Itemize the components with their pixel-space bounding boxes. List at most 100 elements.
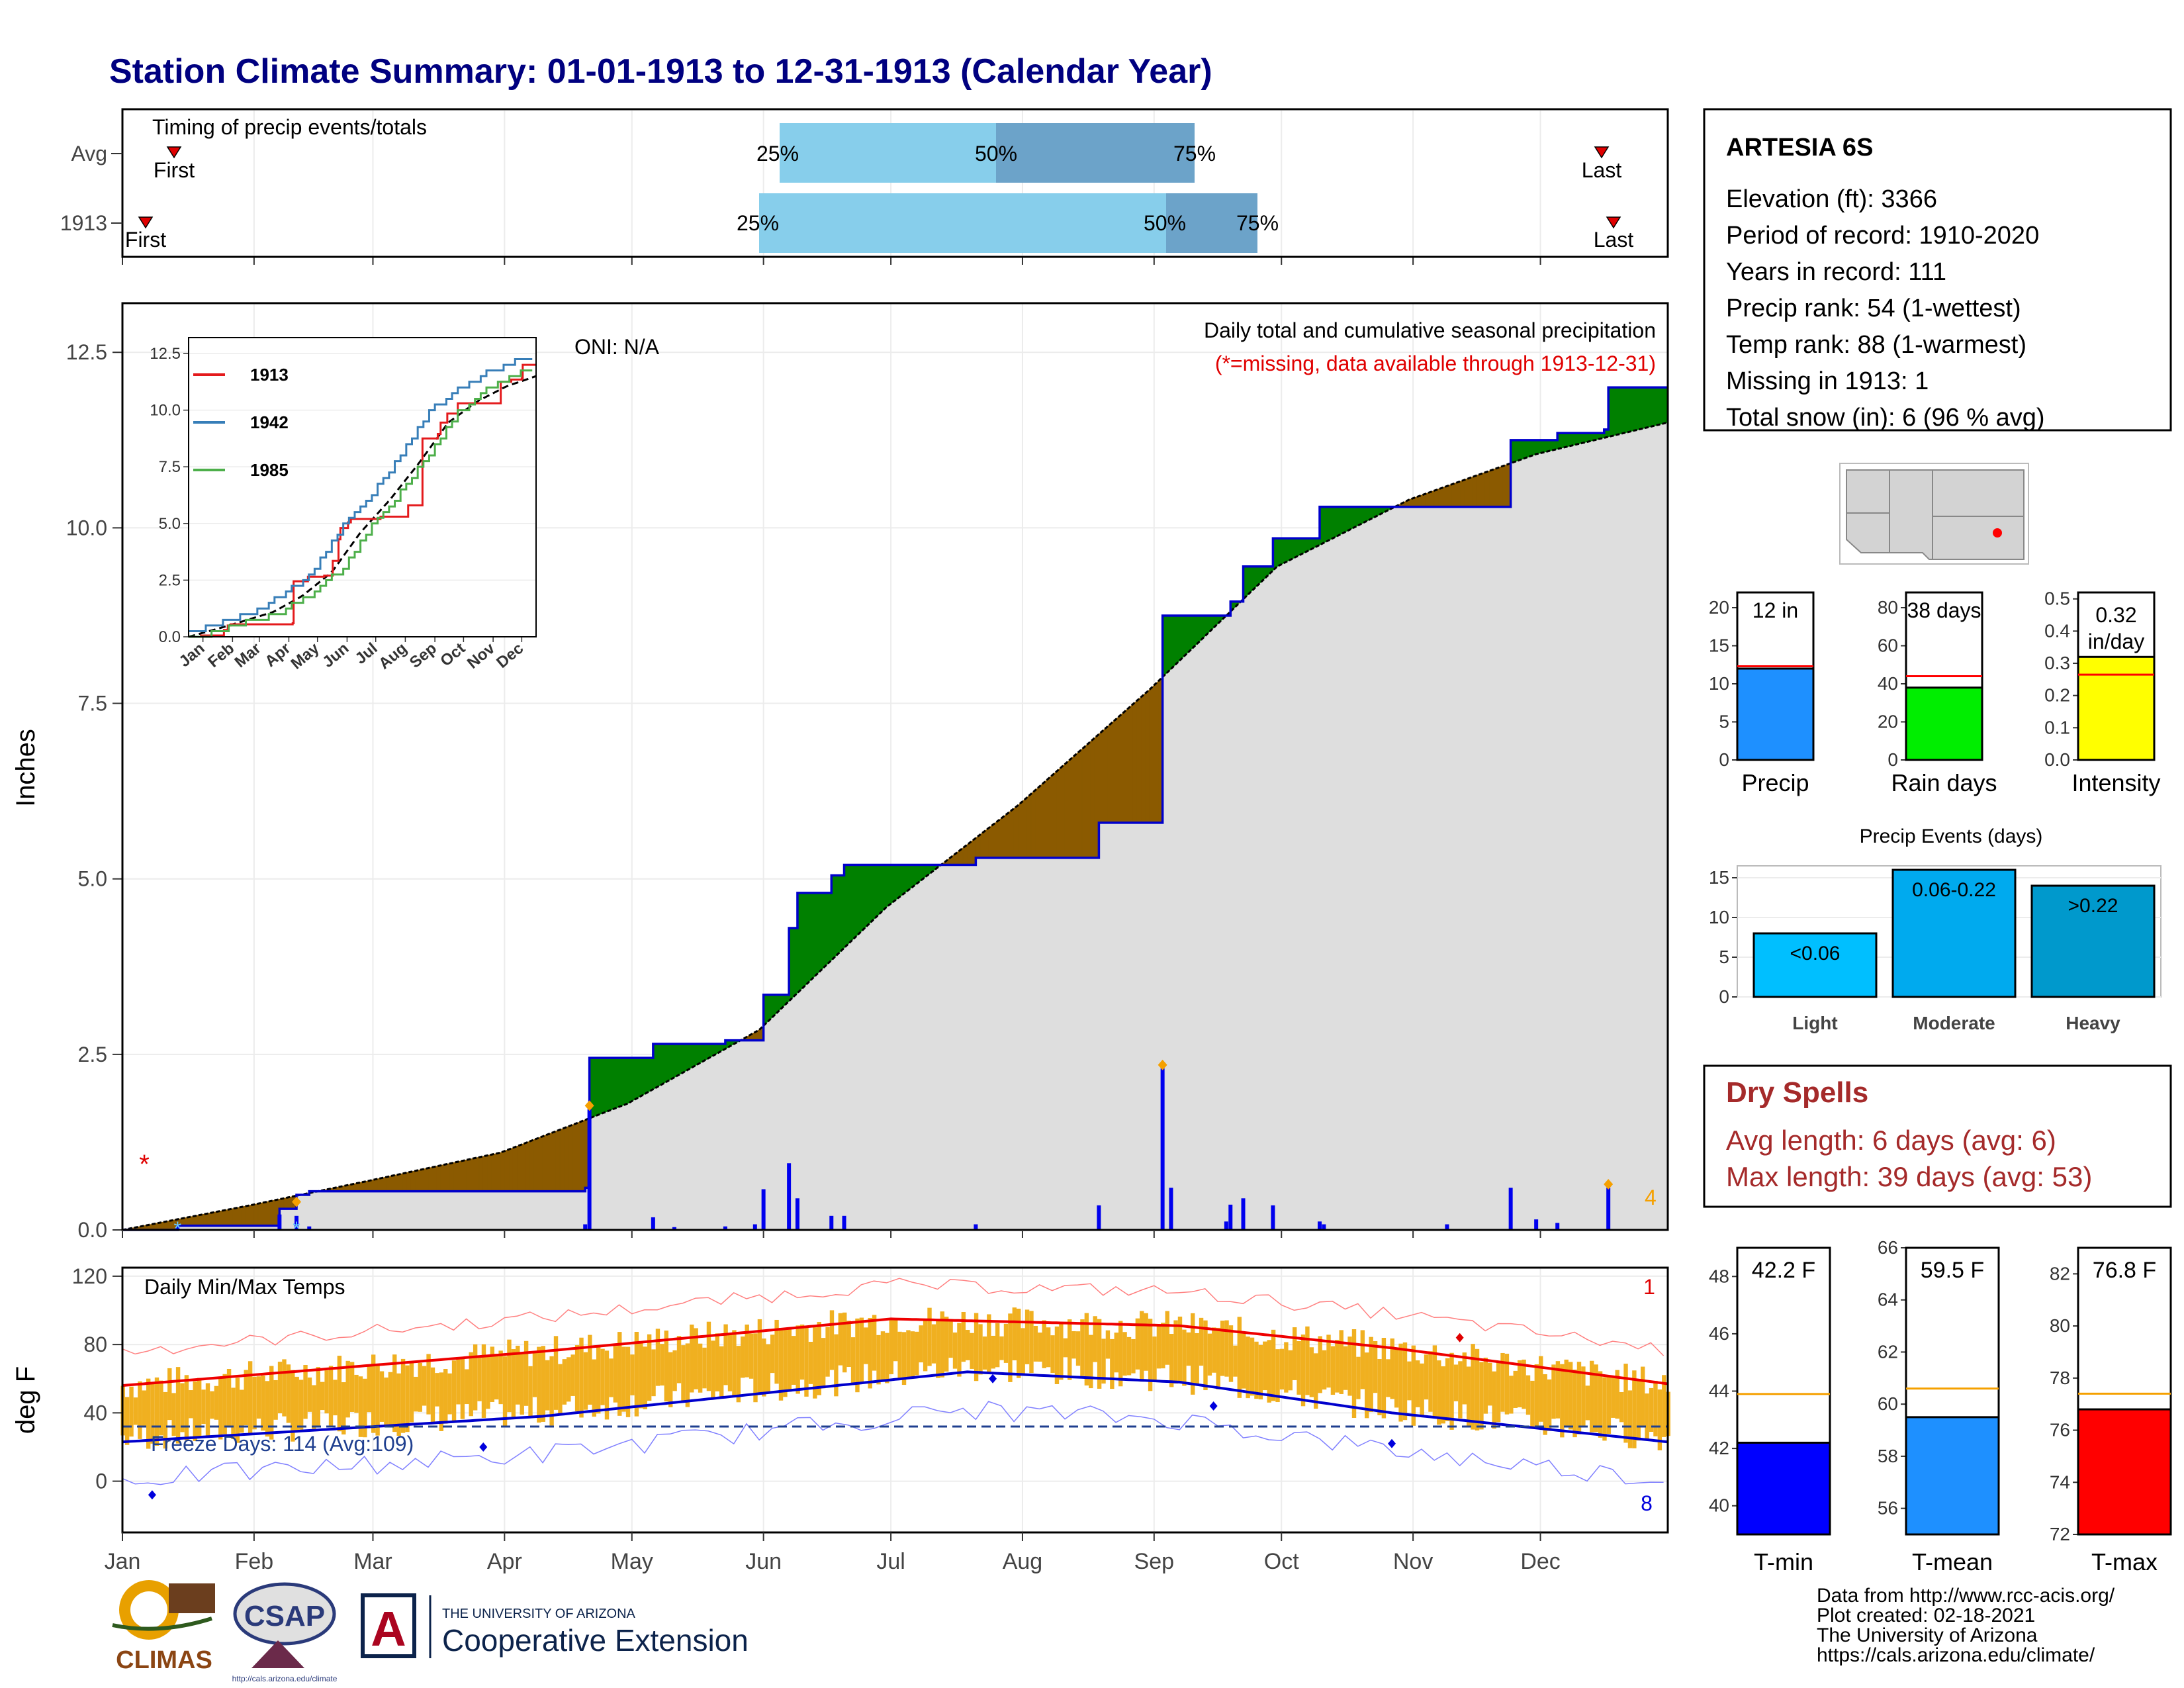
departure-area-segment xyxy=(517,1144,522,1192)
daily-temp-bar xyxy=(850,1337,856,1385)
daily-temp-bar xyxy=(537,1346,541,1423)
daily-temp-bar xyxy=(214,1385,219,1420)
daily-temp-bar xyxy=(295,1376,299,1431)
daily-temp-bar xyxy=(1500,1352,1505,1412)
daily-temp-bar xyxy=(842,1312,847,1373)
daily-temp-bar xyxy=(303,1365,308,1419)
daily-temp-bar xyxy=(770,1335,775,1374)
departure-area-segment xyxy=(1430,490,1435,507)
location-map xyxy=(1839,463,2029,565)
temp-summary-ytick-label: 44 xyxy=(1709,1381,1729,1401)
departure-area-segment xyxy=(1480,472,1486,507)
precip-ytick-label: 10.0 xyxy=(66,516,107,539)
departure-area-segment xyxy=(228,1208,234,1227)
departure-area-segment xyxy=(428,1166,433,1192)
precip-ytick-label: 5.0 xyxy=(78,867,107,891)
daily-temp-bar xyxy=(567,1357,571,1402)
departure-area-segment xyxy=(453,1161,459,1192)
daily-temp-bar xyxy=(1199,1317,1204,1366)
daily-temp-bar xyxy=(1441,1366,1445,1424)
departure-area-segment xyxy=(670,1043,675,1080)
dry-spells-box: Dry Spells Avg length: 6 days (avg: 6) M… xyxy=(1703,1064,2172,1208)
departure-area-segment xyxy=(1009,808,1015,859)
departure-area-segment xyxy=(377,1178,382,1192)
daily-temp-bar xyxy=(252,1376,257,1430)
daily-temp-bar xyxy=(1114,1333,1118,1373)
daily-temp-bar xyxy=(936,1321,940,1378)
daily-temp-bar xyxy=(651,1349,656,1397)
daily-temp-bar xyxy=(694,1328,698,1389)
daily-precip-bar xyxy=(651,1217,655,1230)
inset-ytick-label: 5.0 xyxy=(159,515,181,533)
departure-area-segment xyxy=(402,1172,408,1192)
daily-temp-bar xyxy=(664,1331,668,1402)
daily-temp-bar xyxy=(1177,1316,1183,1383)
departure-area-segment xyxy=(1289,538,1295,561)
daily-temp-bar xyxy=(231,1387,236,1439)
daily-temp-bar xyxy=(405,1365,410,1432)
daily-temp-bar xyxy=(792,1336,796,1385)
departure-area-segment xyxy=(1179,615,1185,661)
departure-area-segment xyxy=(440,1164,445,1192)
daily-temp-bar xyxy=(388,1372,393,1428)
departure-area-segment xyxy=(1328,506,1333,541)
daily-temp-bar xyxy=(808,1341,813,1384)
daily-temp-bar xyxy=(609,1358,614,1397)
ua-big-text: Cooperative Extension xyxy=(442,1623,749,1658)
departure-area-segment xyxy=(823,892,828,969)
departure-area-segment xyxy=(1455,481,1461,507)
daily-temp-bar xyxy=(1513,1370,1518,1408)
inset-1942-line xyxy=(189,358,533,632)
daily-temp-bar xyxy=(1224,1320,1229,1377)
daily-temp-bar xyxy=(545,1360,550,1411)
month-label: Dec xyxy=(1520,1549,1560,1574)
departure-area-segment xyxy=(1433,489,1439,507)
daily-precip-bar xyxy=(974,1224,978,1230)
daily-temp-bar xyxy=(1437,1360,1441,1425)
daily-temp-bar xyxy=(1012,1307,1017,1360)
summary-bar-2 xyxy=(2077,655,2156,761)
daily-temp-bar xyxy=(184,1375,189,1440)
daily-temp-bar xyxy=(1483,1357,1488,1414)
average-cumulative-line xyxy=(122,421,1668,1231)
departure-area-segment xyxy=(512,1145,518,1192)
daily-temp-bar xyxy=(354,1374,359,1413)
event-bar-moderate xyxy=(1891,868,2017,998)
event-bar-light xyxy=(1752,932,1878,998)
daily-temp-bar xyxy=(218,1378,223,1440)
departure-area-segment xyxy=(1043,778,1048,859)
daily-temp-bar xyxy=(1267,1340,1271,1403)
daily-temp-bar xyxy=(834,1334,839,1397)
daily-temp-bar xyxy=(583,1352,588,1410)
daily-temp-bar xyxy=(1555,1361,1561,1419)
daily-temp-bar xyxy=(1360,1330,1365,1389)
daily-temp-bar xyxy=(447,1373,452,1415)
temp-summary-ytick-label: 76 xyxy=(2050,1420,2070,1440)
daily-temp-bar xyxy=(1572,1370,1577,1438)
daily-temp-bar xyxy=(197,1378,202,1438)
daily-temp-bar xyxy=(1263,1341,1267,1391)
departure-area-segment xyxy=(682,1043,688,1074)
daily-temp-bar xyxy=(379,1371,385,1422)
temp-summary-ytick-label: 62 xyxy=(1878,1341,1898,1362)
daily-temp-bar xyxy=(749,1333,754,1379)
daily-temp-bar xyxy=(732,1330,737,1395)
footer-logos: CLIMAS CSAP http://cals.arizona.edu/clim… xyxy=(112,1580,749,1683)
departure-area-segment xyxy=(1099,729,1104,823)
daily-temp-bar xyxy=(966,1330,970,1360)
departure-area-segment xyxy=(1514,440,1520,463)
station-name: ARTESIA 6S xyxy=(1726,134,1873,162)
daily-temp-bar xyxy=(1496,1361,1501,1423)
record-precip-marker xyxy=(1158,1059,1167,1070)
summary-ytick-label: 0 xyxy=(1719,749,1729,770)
daily-temp-bar xyxy=(668,1352,673,1407)
departure-area-segment xyxy=(1039,782,1044,859)
daily-temp-bar xyxy=(655,1329,660,1386)
departure-area-segment xyxy=(1111,718,1116,823)
record-temp-marker xyxy=(1388,1438,1396,1448)
daily-temp-bar xyxy=(1462,1352,1467,1405)
departure-area-segment xyxy=(475,1156,480,1192)
daily-temp-bar xyxy=(1402,1342,1408,1421)
daily-temp-bar xyxy=(1089,1335,1093,1389)
departure-area-segment xyxy=(250,1204,255,1227)
